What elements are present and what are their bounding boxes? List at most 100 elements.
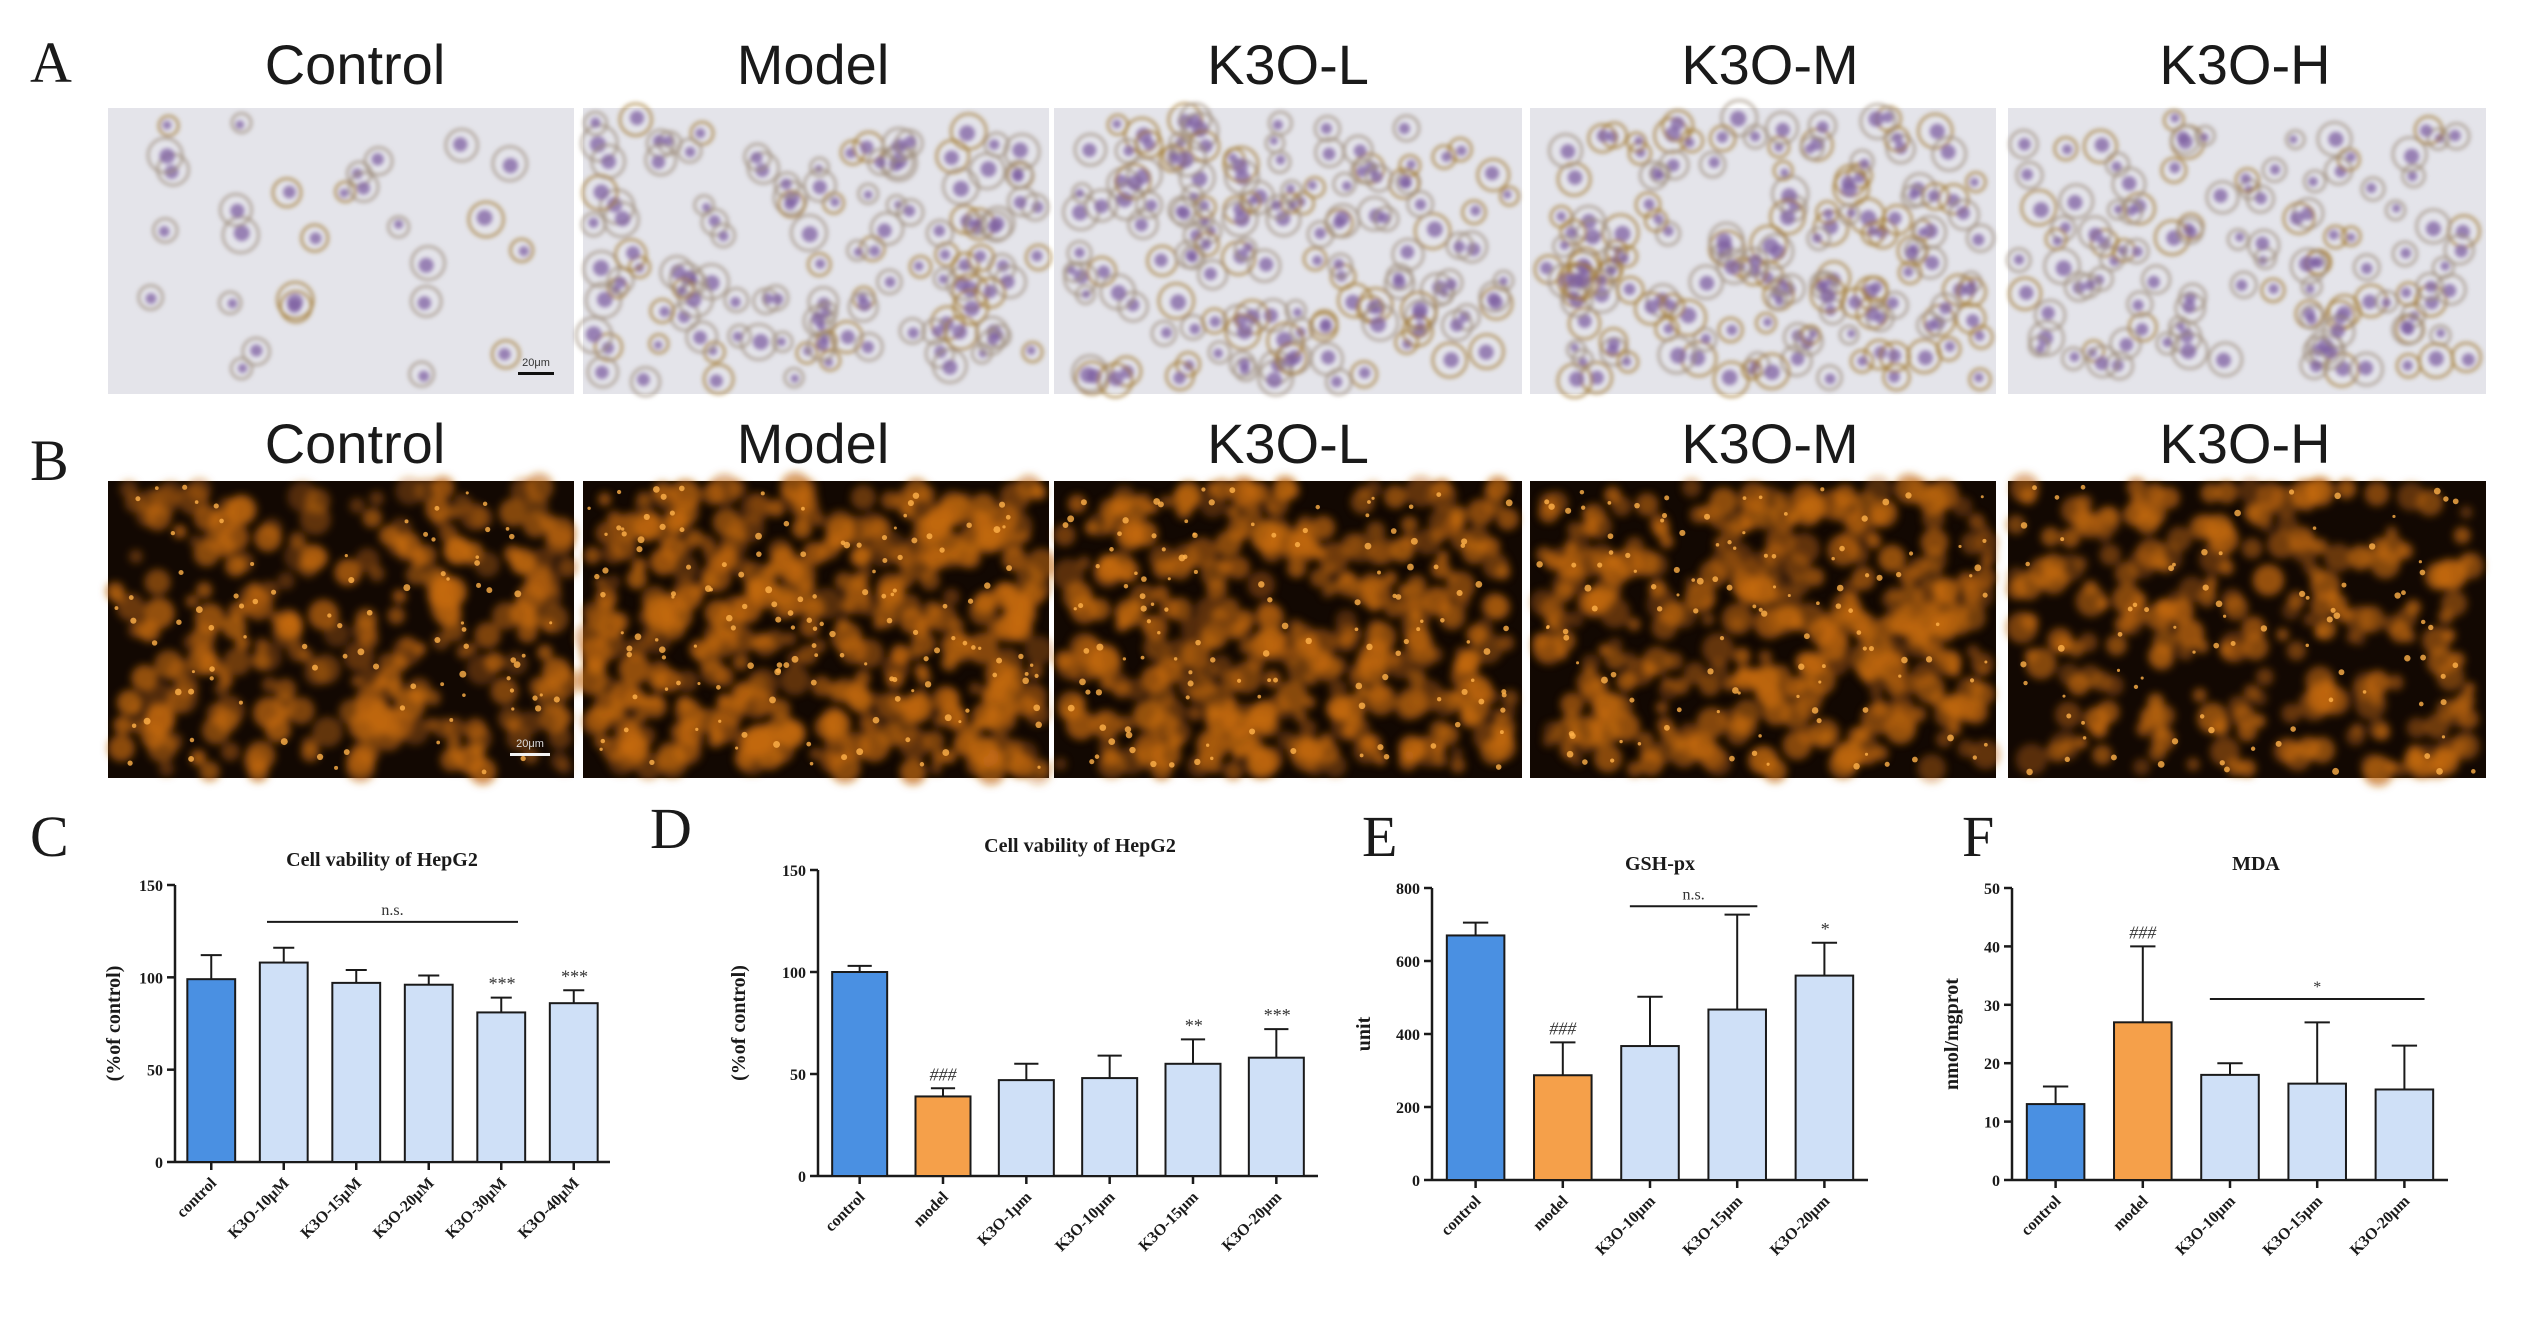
x-tick-label: control [822,1188,869,1235]
bar-K3O-20μm [2374,1088,2435,1181]
chart-title: MDA [2232,853,2280,875]
y-tick-label: 50 [790,1067,806,1084]
significance-mark: ** [1184,1015,1202,1035]
y-axis-label: (%of control) [728,965,750,1081]
x-tick-label: K3O-20μM [370,1175,437,1242]
chart-e: GSH-px unit 0 200 400 600 800 control ### model K3… [1353,853,1868,1259]
bar-model [2113,1021,2173,1181]
bar-K3O-15μM [331,981,382,1164]
bar-K3O-15μm [1164,1062,1222,1178]
significance-mark: *** [1263,1005,1290,1025]
x-tick-label: K3O-15μm [1680,1192,1747,1259]
row-a-label-k3o-l: K3O-L [1207,33,1369,96]
x-tick-label: K3O-20μm [2347,1192,2414,1259]
row-b-label-model: Model [737,412,890,475]
x-tick-label: K3O-10μM [225,1175,292,1242]
y-axis-label: unit [1353,1016,1375,1051]
y-tick-label: 50 [147,1063,163,1080]
row-a-label-model: Model [737,33,890,96]
chart-d: Cell vability of HepG2 (%of control) 0 50 10… [728,835,1318,1255]
chart-title: Cell vability of HepG2 [286,849,478,871]
y-axis-label: (%of control) [103,966,125,1082]
row-b-image-4 [1530,473,2001,783]
y-tick-label: 10 [1984,1115,2000,1132]
panel-letter-a: A [30,30,72,95]
chart-f: MDA nmol/mgprot 0 10 20 30 40 50 control ### model… [1941,853,2448,1259]
significance-mark: *** [488,974,515,994]
row-b-scale-bar-label: 20μm [516,738,544,750]
x-tick-label: K3O-20μm [1767,1192,1834,1259]
significance-mark: ### [930,1064,958,1084]
panel-letter-b: B [30,428,69,493]
x-tick-label: control [2018,1192,2065,1239]
y-tick-label: 150 [782,863,806,880]
y-tick-label: 0 [798,1169,806,1186]
row-b-image-3 [1052,475,1522,781]
significance-mark: *** [560,966,587,986]
row-b-image-2 [574,472,1058,786]
comparison-label: n.s. [381,902,403,919]
row-a: Control Model K3O-L K3O-M K3O-H 20μm [108,33,2486,399]
panel-letters: A B C D E F [30,30,1994,869]
panel-letter-f: F [1962,804,1994,869]
y-tick-label: 400 [1396,1027,1420,1044]
y-tick-label: 600 [1396,954,1420,971]
bar-model [1533,1074,1593,1181]
row-a-scale-bar [518,372,554,375]
row-a-label-k3o-h: K3O-H [2159,33,2330,96]
bar-K3O-1μm [997,1079,1055,1177]
x-tick-label: K3O-1μm [975,1188,1036,1249]
comparison-label: n.s. [1682,886,1704,903]
bar-control [186,978,237,1163]
significance-mark: * [1820,919,1829,939]
row-a-micrographs [108,99,2486,399]
bar-K3O-30μM [476,1011,527,1163]
y-axis-label: nmol/mgprot [1941,978,1963,1090]
bar-K3O-15μm [1707,1008,1767,1181]
x-tick-label: K3O-20μm [1219,1188,1286,1255]
y-tick-label: 40 [1984,939,2000,956]
bar-K3O-40μM [548,1002,599,1163]
row-a-label-k3o-m: K3O-M [1681,33,1858,96]
bar-control [831,971,889,1177]
row-b: Control Model K3O-L K3O-M K3O-H 20μm [105,412,2486,787]
chart-title: GSH-px [1625,853,1695,875]
x-tick-label: model [910,1188,952,1230]
panel-letter-c: C [30,804,69,869]
bar-K3O-20μm [1794,974,1855,1181]
row-b-label-k3o-l: K3O-L [1207,412,1369,475]
row-a-image-5 [2006,108,2486,394]
x-tick-label: K3O-40μM [515,1175,582,1242]
row-b-image-1 [105,472,579,785]
row-b-micrographs [105,472,2486,787]
bar-K3O-15μm [2287,1082,2347,1182]
y-tick-label: 150 [139,878,163,895]
bar-K3O-20μm [1247,1056,1305,1178]
bar-K3O-20μM [403,983,454,1163]
bar-K3O-10μM [258,961,309,1163]
x-tick-label: K3O-15μm [2260,1192,2327,1259]
row-a-image-1 [108,108,574,394]
x-tick-label: K3O-10μm [1052,1188,1119,1255]
row-a-labels: Control Model K3O-L K3O-M K3O-H [265,33,2331,96]
bar-control [1445,934,1506,1182]
y-tick-label: 100 [139,970,163,987]
y-tick-label: 50 [1984,881,2000,898]
y-tick-label: 0 [1412,1173,1420,1190]
row-b-label-k3o-m: K3O-M [1681,412,1858,475]
row-b-scale-bar [510,753,550,756]
y-tick-label: 0 [1992,1173,2000,1190]
x-tick-label: K3O-30μM [443,1175,510,1242]
row-b-image-5 [2006,473,2486,787]
x-tick-label: model [2110,1192,2152,1234]
bar-control [2025,1103,2086,1181]
bar-K3O-10μm [1620,1045,1680,1182]
y-tick-label: 20 [1984,1056,2000,1073]
row-a-image-3 [1054,102,1522,399]
row-a-image-2 [574,102,1052,398]
row-a-label-control: Control [265,33,446,96]
x-tick-label: model [1530,1192,1572,1234]
row-b-label-k3o-h: K3O-H [2159,412,2330,475]
panel-letter-e: E [1362,804,1397,869]
